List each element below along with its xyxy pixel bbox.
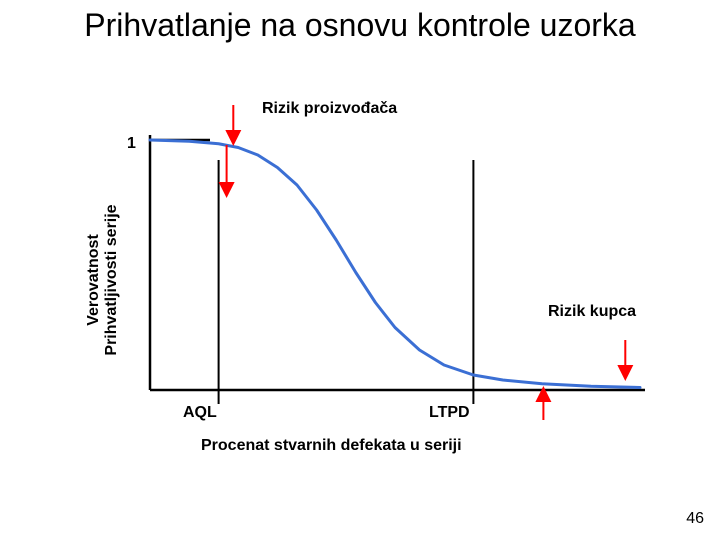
oc-curve-chart [0, 0, 720, 540]
slide: Prihvatlanje na osnovu kontrole uzorka R… [0, 0, 720, 540]
oc-curve [150, 140, 640, 388]
